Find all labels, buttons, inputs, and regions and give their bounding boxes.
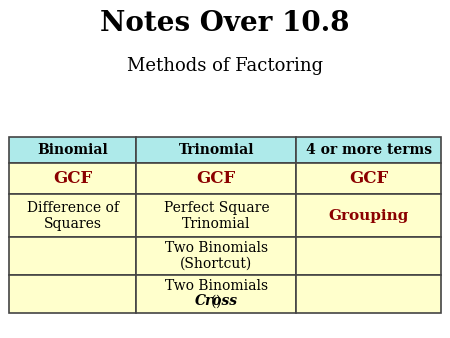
Bar — [136, 237, 296, 275]
Text: GCF: GCF — [53, 170, 92, 187]
Bar — [136, 163, 296, 194]
Text: Trinomial: Trinomial — [179, 143, 254, 157]
Bar — [9, 163, 136, 194]
Text: GCF: GCF — [197, 170, 236, 187]
Text: Difference of
Squares: Difference of Squares — [27, 200, 119, 231]
Text: Cross: Cross — [195, 294, 238, 308]
Text: ​): ​) — [216, 294, 222, 308]
Bar — [136, 275, 296, 313]
Text: Binomial: Binomial — [37, 143, 108, 157]
Bar — [136, 137, 296, 163]
Bar — [296, 275, 441, 313]
Bar — [296, 137, 441, 163]
Text: Methods of Factoring: Methods of Factoring — [127, 57, 323, 75]
Text: Two Binomials
(Shortcut): Two Binomials (Shortcut) — [165, 241, 268, 271]
Bar — [296, 163, 441, 194]
Bar — [296, 237, 441, 275]
Bar — [296, 194, 441, 237]
Text: Two Binomials: Two Binomials — [165, 280, 268, 293]
Text: (​: (​ — [211, 294, 216, 308]
Text: Notes Over 10.8: Notes Over 10.8 — [100, 10, 350, 37]
Bar — [9, 194, 136, 237]
Text: GCF: GCF — [349, 170, 388, 187]
Bar — [136, 194, 296, 237]
Text: 4 or more terms: 4 or more terms — [306, 143, 432, 157]
Bar — [9, 275, 136, 313]
Bar — [9, 137, 136, 163]
Bar — [9, 237, 136, 275]
Text: Grouping: Grouping — [328, 209, 409, 223]
Text: Perfect Square
Trinomial: Perfect Square Trinomial — [163, 200, 269, 231]
